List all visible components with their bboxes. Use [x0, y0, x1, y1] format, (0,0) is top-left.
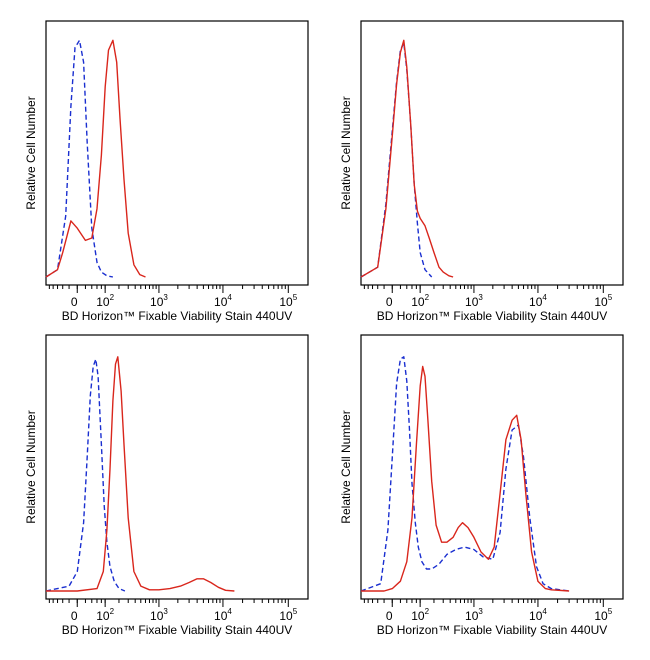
plot-frame [360, 334, 624, 600]
x-tick-label: 104 [529, 607, 547, 623]
x-tick-label: 102 [96, 607, 114, 623]
y-axis-label: Relative Cell Number [24, 96, 38, 209]
x-tick-label: 0 [71, 609, 78, 623]
series-dashed-line [45, 358, 126, 592]
x-tick-label: 104 [214, 293, 232, 309]
plot-frame [360, 20, 624, 286]
x-tick-label: 105 [594, 607, 612, 623]
series-solid-line [45, 39, 146, 278]
series-dashed-line [360, 42, 433, 278]
plot-frame [45, 334, 309, 600]
x-tick-label: 103 [150, 607, 168, 623]
y-axis-label: Relative Cell Number [339, 410, 353, 523]
x-tick-label: 103 [465, 607, 483, 623]
x-tick-label: 102 [96, 293, 114, 309]
plot-frame [45, 20, 309, 286]
x-tick-label: 102 [411, 293, 429, 309]
x-tick-label: 103 [465, 293, 483, 309]
y-axis-label: Relative Cell Number [24, 410, 38, 523]
series-dashed-line [360, 356, 570, 592]
x-tick-label: 105 [279, 293, 297, 309]
x-tick-label: 0 [71, 295, 78, 309]
x-axis-label: BD Horizon™ Fixable Viability Stain 440U… [62, 309, 293, 323]
x-tick-label: 105 [279, 607, 297, 623]
series-solid-line [46, 356, 235, 592]
x-axis-label: BD Horizon™ Fixable Viability Stain 440U… [377, 309, 608, 323]
x-tick-label: 105 [594, 293, 612, 309]
x-tick-label: 0 [386, 609, 393, 623]
x-axis-label: BD Horizon™ Fixable Viability Stain 440U… [377, 623, 608, 637]
x-tick-label: 103 [150, 293, 168, 309]
series-solid-line [361, 365, 570, 592]
x-tick-label: 102 [411, 607, 429, 623]
series-solid-line [360, 39, 454, 278]
x-tick-label: 0 [386, 295, 393, 309]
series-dashed-line [45, 39, 114, 278]
x-tick-label: 104 [529, 293, 547, 309]
x-axis-label: BD Horizon™ Fixable Viability Stain 440U… [62, 623, 293, 637]
y-axis-label: Relative Cell Number [339, 96, 353, 209]
x-tick-label: 104 [214, 607, 232, 623]
